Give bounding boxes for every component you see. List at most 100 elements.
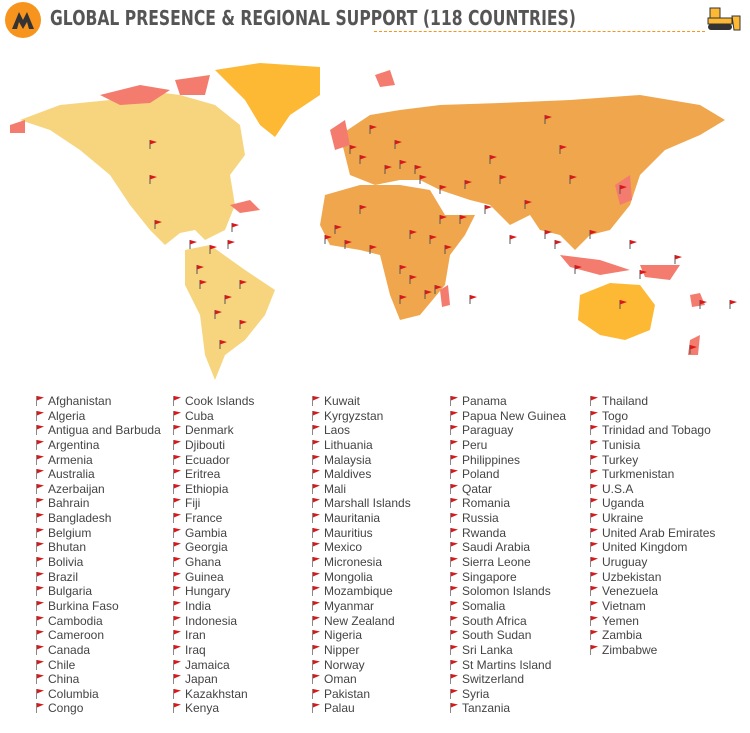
country-item: Turkey bbox=[589, 453, 715, 468]
country-name: United Kingdom bbox=[602, 540, 688, 555]
flag-icon bbox=[172, 556, 182, 571]
location-flag bbox=[359, 205, 367, 214]
flag-icon bbox=[449, 702, 459, 717]
flag-icon bbox=[35, 585, 45, 600]
flag-icon bbox=[172, 439, 182, 454]
country-item: Ecuador bbox=[172, 453, 254, 468]
country-item: Oman bbox=[311, 672, 411, 687]
location-flag bbox=[239, 280, 247, 289]
country-name: Papua New Guinea bbox=[462, 408, 567, 423]
location-flag bbox=[224, 295, 232, 304]
south-america bbox=[185, 245, 275, 380]
country-item: Algeria bbox=[35, 409, 161, 424]
location-flag bbox=[469, 295, 477, 304]
country-name: Sri Lanka bbox=[462, 642, 513, 657]
country-item: Panama bbox=[449, 394, 566, 409]
australia bbox=[578, 283, 655, 340]
flag-icon bbox=[589, 468, 599, 483]
flag-icon bbox=[35, 673, 45, 688]
country-item: Azerbaijan bbox=[35, 482, 161, 497]
flag-icon bbox=[172, 527, 182, 542]
flag-icon bbox=[172, 629, 182, 644]
country-name: Chile bbox=[48, 657, 76, 672]
flag-icon bbox=[449, 497, 459, 512]
flag-icon bbox=[172, 424, 182, 439]
country-item: Mexico bbox=[311, 540, 411, 555]
country-name: Antigua and Barbuda bbox=[48, 423, 161, 438]
location-flag bbox=[419, 175, 427, 184]
country-name: Armenia bbox=[48, 452, 93, 467]
country-item: Indonesia bbox=[172, 614, 254, 629]
country-item: Argentina bbox=[35, 438, 161, 453]
location-flag bbox=[196, 265, 204, 274]
flag-icon bbox=[589, 483, 599, 498]
location-flag bbox=[489, 155, 497, 164]
country-item: Burkina Faso bbox=[35, 599, 161, 614]
country-item: Trinidad and Tobago bbox=[589, 423, 715, 438]
country-name: Romania bbox=[462, 496, 511, 511]
location-flag bbox=[674, 255, 682, 264]
country-item: Gambia bbox=[172, 526, 254, 541]
country-name: Eritrea bbox=[185, 467, 221, 482]
location-flag bbox=[629, 240, 637, 249]
world-map bbox=[10, 63, 737, 380]
flag-icon bbox=[311, 454, 321, 469]
flag-icon bbox=[449, 644, 459, 659]
flag-icon bbox=[35, 395, 45, 410]
country-item: Georgia bbox=[172, 540, 254, 555]
country-item: Vietnam bbox=[589, 599, 715, 614]
country-item: Canada bbox=[35, 643, 161, 658]
flag-icon bbox=[35, 468, 45, 483]
country-item: St Martins Island bbox=[449, 658, 566, 673]
country-name: Mali bbox=[324, 481, 347, 496]
location-flag bbox=[384, 165, 392, 174]
location-flag bbox=[359, 155, 367, 164]
flag-icon bbox=[311, 395, 321, 410]
location-flag bbox=[459, 215, 467, 224]
country-name: Ukraine bbox=[602, 511, 644, 526]
flag-icon bbox=[35, 410, 45, 425]
location-flag bbox=[559, 145, 567, 154]
location-flag bbox=[199, 280, 207, 289]
country-name: Azerbaijan bbox=[48, 481, 105, 496]
flag-icon bbox=[449, 527, 459, 542]
country-name: Zimbabwe bbox=[602, 642, 658, 657]
flag-icon bbox=[589, 395, 599, 410]
country-name: Malaysia bbox=[324, 452, 372, 467]
flag-icon bbox=[589, 541, 599, 556]
flag-icon bbox=[311, 644, 321, 659]
country-column: Thailand Togo Trinidad and Tobago Tunisia Tu… bbox=[589, 394, 715, 658]
country-name: Mauritania bbox=[324, 511, 381, 526]
country-name: Qatar bbox=[462, 481, 493, 496]
flag-icon bbox=[589, 644, 599, 659]
country-item: Palau bbox=[311, 701, 411, 716]
country-item: Cambodia bbox=[35, 614, 161, 629]
country-name: U.S.A bbox=[602, 481, 634, 496]
country-name: Djibouti bbox=[185, 437, 226, 452]
country-name: Singapore bbox=[462, 569, 517, 584]
country-item: Uruguay bbox=[589, 555, 715, 570]
flag-icon bbox=[172, 644, 182, 659]
flag-icon bbox=[35, 541, 45, 556]
flag-icon bbox=[449, 629, 459, 644]
country-name: Paraguay bbox=[462, 423, 514, 438]
country-item: Antigua and Barbuda bbox=[35, 423, 161, 438]
flag-icon bbox=[35, 497, 45, 512]
company-logo bbox=[5, 2, 41, 38]
flag-icon bbox=[589, 527, 599, 542]
location-flag bbox=[429, 235, 437, 244]
country-item: Zambia bbox=[589, 628, 715, 643]
flag-icon bbox=[311, 600, 321, 615]
flag-icon bbox=[172, 454, 182, 469]
country-name: Bolivia bbox=[48, 555, 84, 570]
location-flag bbox=[409, 230, 417, 239]
flag-icon bbox=[35, 424, 45, 439]
flag-icon bbox=[311, 629, 321, 644]
country-item: Rwanda bbox=[449, 526, 566, 541]
country-item: Micronesia bbox=[311, 555, 411, 570]
country-name: Guinea bbox=[185, 569, 224, 584]
country-item: Mongolia bbox=[311, 570, 411, 585]
country-name: Bahrain bbox=[48, 496, 90, 511]
flag-icon bbox=[35, 556, 45, 571]
country-item: Syria bbox=[449, 687, 566, 702]
